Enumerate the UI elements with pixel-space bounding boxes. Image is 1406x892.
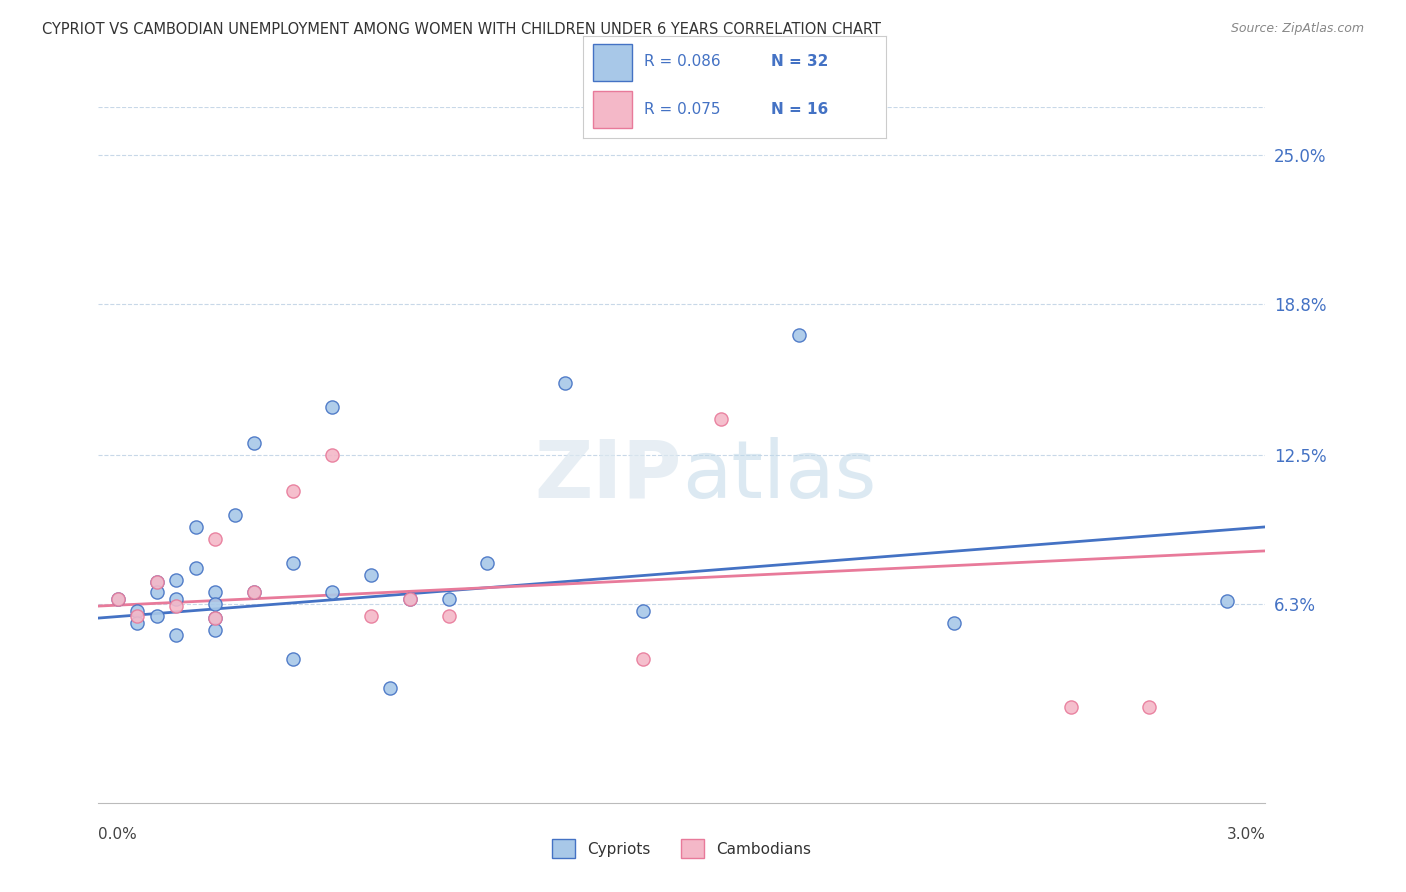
Point (243, 584, 266, 599)
Point (204, 611, 226, 625)
Point (477, 556, 499, 570)
Point (1137, 699, 1160, 714)
Y-axis label: Unemployment Among Women with Children Under 6 years: Unemployment Among Women with Children U… (0, 235, 7, 674)
Point (107, 591, 129, 606)
Point (146, 584, 169, 599)
Point (107, 591, 129, 606)
Point (146, 575, 169, 590)
Text: 3.0%: 3.0% (1226, 827, 1265, 841)
Point (184, 560, 207, 574)
Point (127, 604, 149, 618)
Point (184, 520, 207, 534)
Text: N = 32: N = 32 (770, 54, 828, 70)
Point (127, 608, 149, 623)
Legend: Cypriots, Cambodians: Cypriots, Cambodians (553, 839, 811, 858)
FancyBboxPatch shape (592, 44, 631, 81)
Point (281, 556, 304, 570)
Point (710, 412, 733, 426)
Point (204, 584, 226, 599)
Point (554, 376, 576, 390)
Point (204, 532, 226, 546)
Text: 0.0%: 0.0% (98, 827, 138, 841)
Point (165, 573, 187, 587)
Point (146, 575, 169, 590)
Point (631, 604, 654, 618)
Text: N = 16: N = 16 (770, 102, 828, 117)
Point (631, 652, 654, 666)
Point (437, 608, 460, 623)
Point (360, 567, 382, 582)
Point (437, 591, 460, 606)
Point (146, 608, 169, 623)
Point (1060, 699, 1083, 714)
Text: ZIP: ZIP (534, 437, 682, 515)
Point (165, 599, 187, 613)
Point (281, 483, 304, 498)
Point (398, 591, 420, 606)
Point (281, 652, 304, 666)
Point (321, 448, 343, 462)
Point (204, 623, 226, 637)
Point (321, 584, 343, 599)
Text: R = 0.075: R = 0.075 (644, 102, 720, 117)
Point (204, 611, 226, 625)
Point (787, 328, 810, 343)
Text: CYPRIOT VS CAMBODIAN UNEMPLOYMENT AMONG WOMEN WITH CHILDREN UNDER 6 YEARS CORREL: CYPRIOT VS CAMBODIAN UNEMPLOYMENT AMONG … (42, 22, 882, 37)
Point (243, 584, 266, 599)
Point (224, 508, 246, 522)
Point (165, 591, 187, 606)
Point (943, 615, 966, 630)
Text: Source: ZipAtlas.com: Source: ZipAtlas.com (1230, 22, 1364, 36)
Text: atlas: atlas (682, 437, 876, 515)
Point (360, 608, 382, 623)
Point (204, 597, 226, 611)
Point (321, 400, 343, 414)
Point (243, 436, 266, 450)
Point (165, 628, 187, 642)
FancyBboxPatch shape (592, 91, 631, 128)
Point (398, 591, 420, 606)
Point (127, 615, 149, 630)
Point (1215, 594, 1237, 608)
Text: R = 0.086: R = 0.086 (644, 54, 720, 70)
Point (378, 681, 402, 695)
